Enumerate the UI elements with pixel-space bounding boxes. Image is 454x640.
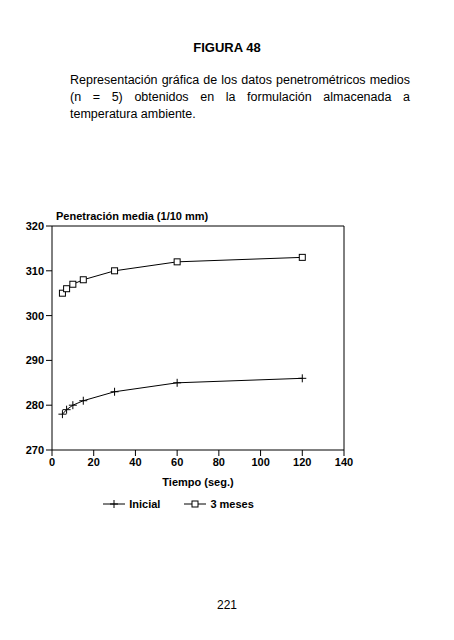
svg-text:40: 40 (129, 456, 141, 468)
svg-text:100: 100 (251, 456, 269, 468)
svg-text:140: 140 (335, 456, 353, 468)
svg-text:300: 300 (26, 310, 44, 322)
svg-text:Tiempo (seg.): Tiempo (seg.) (162, 476, 234, 488)
svg-text:0: 0 (49, 456, 55, 468)
svg-text:20: 20 (88, 456, 100, 468)
svg-text:320: 320 (26, 220, 44, 232)
svg-text:120: 120 (293, 456, 311, 468)
html-text:FIGURA 48: FIGURA 48 (193, 40, 261, 55)
svg-text:310: 310 (26, 265, 44, 277)
html-text:221: 221 (217, 598, 237, 612)
svg-text:290: 290 (26, 354, 44, 366)
html-text:3 meses: 3 meses (210, 498, 254, 510)
svg-text:60: 60 (171, 456, 183, 468)
svg-text:80: 80 (213, 456, 225, 468)
svg-text:270: 270 (26, 444, 44, 456)
html-text:Penetración media (1/10 mm): Penetración media (1/10 mm) (56, 210, 209, 222)
html-text:Inicial: Inicial (129, 498, 161, 510)
svg-text:280: 280 (26, 399, 44, 411)
html-text:Representación gráfica de los: Representación gráfica de los datos pene… (70, 73, 410, 121)
